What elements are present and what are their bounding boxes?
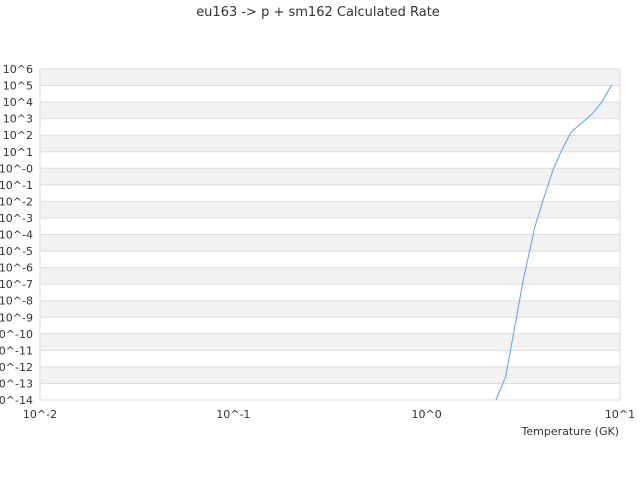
grid-band — [40, 201, 620, 218]
y-tick-label: 10^-5 — [0, 245, 33, 258]
y-tick-label: 10^-6 — [0, 262, 33, 275]
plot-frame — [39, 68, 621, 401]
y-tick-label: 10^-4 — [0, 229, 33, 242]
rate-line — [495, 84, 613, 401]
y-tick-label: 10^-14 — [0, 394, 33, 407]
grid-band — [40, 118, 620, 136]
y-tick-label: 10^3 — [3, 113, 33, 126]
y-tick-label: 10^6 — [3, 63, 33, 76]
grid-band — [40, 69, 620, 86]
x-tick-label: 10^1 — [605, 408, 635, 421]
y-tick-label: 10^-8 — [0, 295, 33, 308]
grid-band — [40, 300, 620, 318]
grid-band — [40, 135, 620, 152]
y-tick-label: 10^4 — [3, 96, 33, 109]
x-tick-labels: 10^-2 10^-1 10^0 10^1 — [23, 408, 635, 421]
y-tick-label: 10^-12 — [0, 361, 33, 374]
x-tick-label: 10^-1 — [216, 408, 250, 421]
y-tick-label: 10^1 — [3, 146, 33, 159]
y-tick-label: 10^-10 — [0, 328, 33, 341]
y-tick-label: 10^2 — [3, 129, 33, 142]
grid-band — [40, 267, 620, 285]
grid-band — [40, 383, 620, 400]
grid-band — [40, 102, 620, 119]
grid-band — [40, 366, 620, 384]
x-tick-label: 10^-2 — [23, 408, 57, 421]
grid-band — [40, 251, 620, 268]
grid-band — [40, 184, 620, 202]
x-axis-label: Temperature (GK) — [521, 425, 620, 438]
grid-band — [40, 284, 620, 301]
y-tick-labels: 10^6 10^5 10^4 10^3 10^2 10^1 10^-0 10^-1 10^-2 1… — [0, 63, 33, 407]
y-tick-label: 10^-1 — [0, 179, 33, 192]
y-tick-label: 10^-11 — [0, 344, 33, 357]
y-tick-label: 10^-0 — [0, 162, 33, 175]
grid-band — [40, 168, 620, 185]
y-tick-label: 10^-13 — [0, 377, 33, 390]
grid-bands — [40, 68, 620, 400]
grid-band — [40, 234, 620, 252]
y-tick-label: 10^-2 — [0, 195, 33, 208]
y-tick-label: 10^-7 — [0, 278, 33, 291]
y-tick-label: 10^5 — [3, 80, 33, 93]
y-tick-label: 10^-3 — [0, 212, 33, 225]
grid-band — [40, 151, 620, 169]
series-group — [495, 84, 613, 401]
x-tick-label: 10^0 — [412, 408, 442, 421]
grid-band — [40, 333, 620, 351]
y-tick-label: 10^-9 — [0, 311, 33, 324]
grid-band — [40, 317, 620, 334]
grid-band — [40, 217, 620, 235]
grid-band — [40, 350, 620, 367]
grid-band — [40, 85, 620, 103]
chart-title: eu163 -> p + sm162 Calculated Rate — [196, 5, 440, 20]
